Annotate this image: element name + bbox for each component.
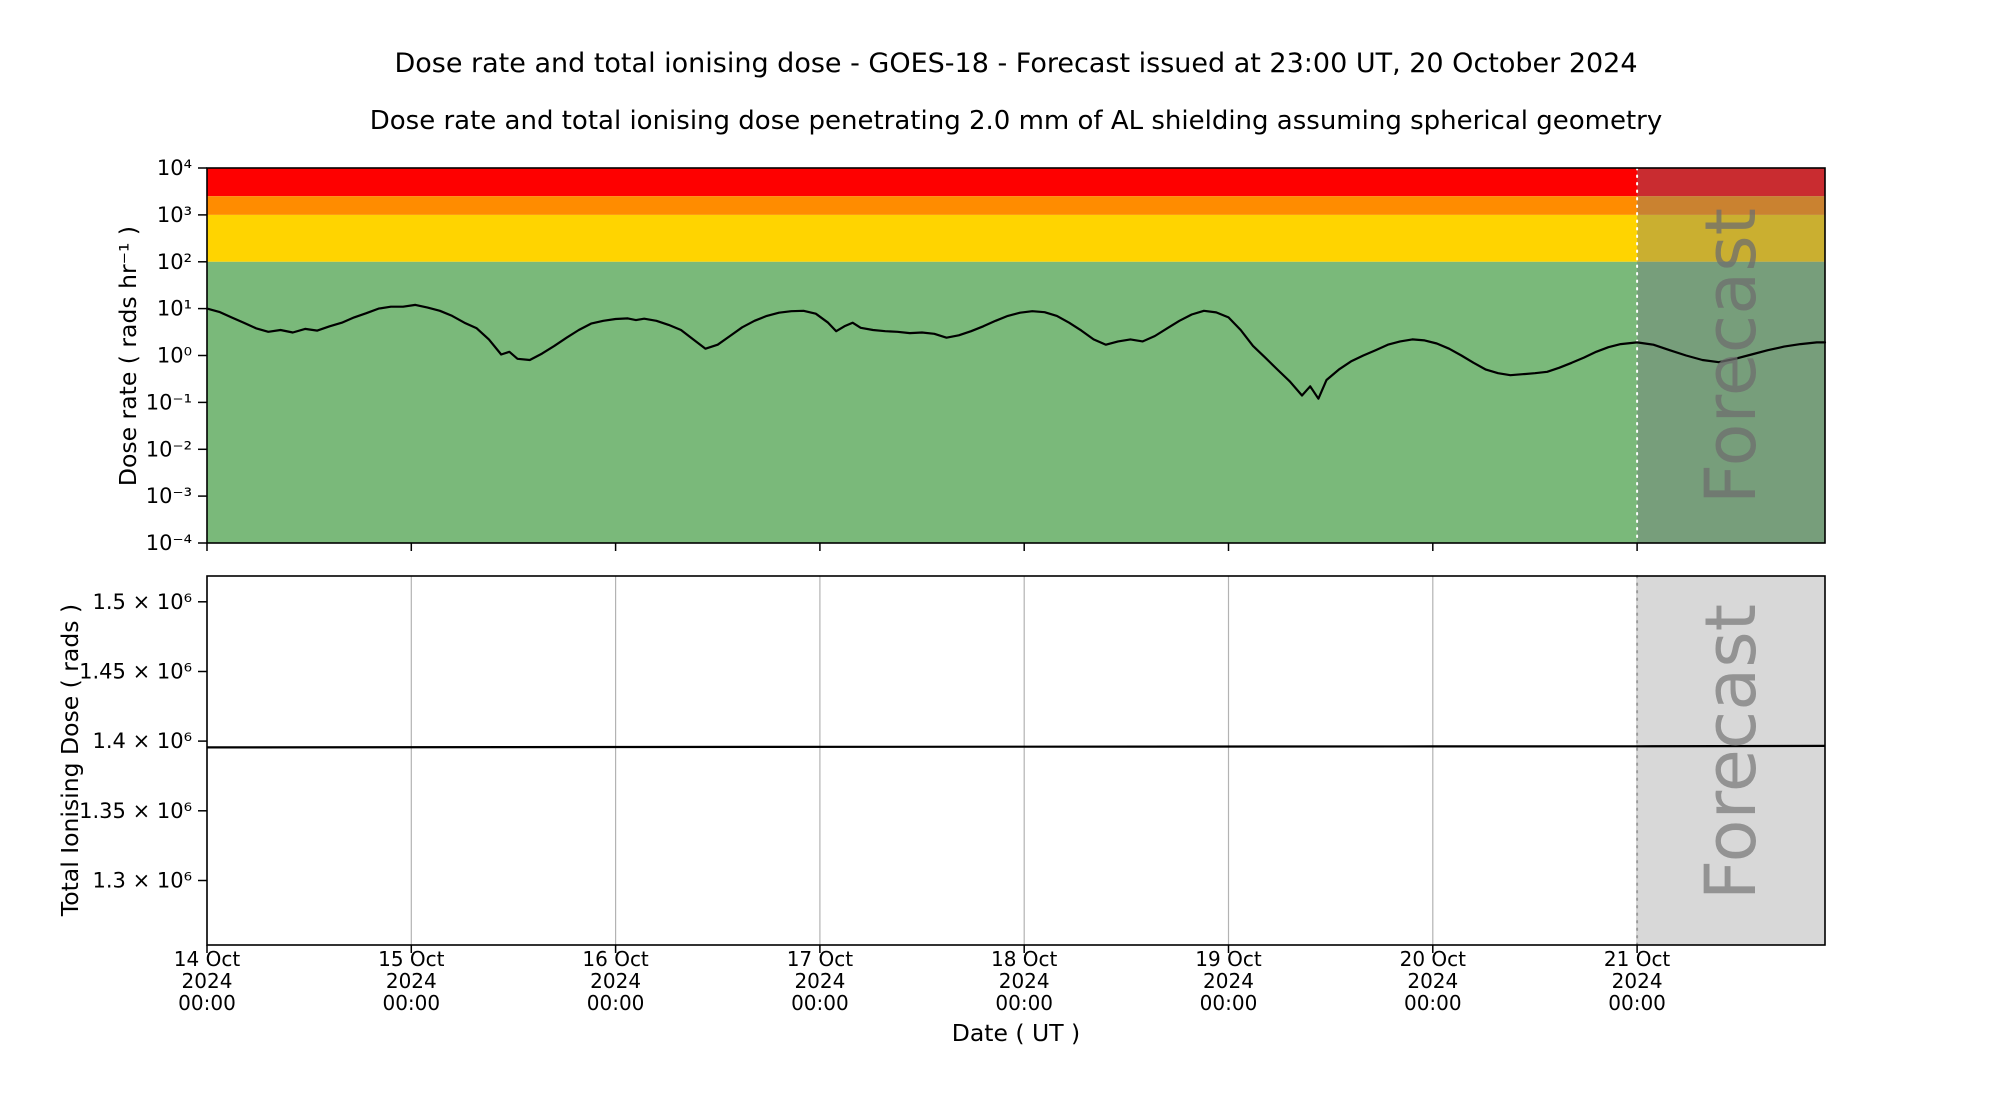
dose-band-orange [207, 196, 1825, 215]
y-tick-label: 1.45 × 10⁶ [79, 660, 192, 684]
x-tick-label: 2024 [386, 969, 437, 993]
x-tick-label: 18 Oct [991, 947, 1058, 971]
x-tick-label: 00:00 [1200, 991, 1258, 1015]
y-tick-label: 10⁻¹ [146, 390, 192, 414]
x-tick-label: 17 Oct [787, 947, 854, 971]
chart-subtitle: Dose rate and total ionising dose penetr… [369, 106, 1663, 136]
chart-title: Dose rate and total ionising dose - GOES… [394, 48, 1638, 79]
x-tick-label: 2024 [1612, 969, 1663, 993]
y-tick-label: 10⁻⁴ [146, 531, 192, 555]
x-tick-label: 19 Oct [1195, 947, 1262, 971]
y-tick-label: 10⁻³ [146, 484, 192, 508]
total-dose-panel: 1.5 × 10⁶ 1.45 × 10⁶ 1.4 × 10⁶ 1.35 × 10⁶ 1.… [79, 575, 1826, 1015]
y-tick-label: 10⁻² [146, 437, 192, 461]
x-tick-label: 00:00 [382, 991, 440, 1015]
y-tick-label: 1.5 × 10⁶ [93, 590, 192, 614]
x-tick-label: 2024 [1203, 969, 1254, 993]
dose-band-yellow [207, 214, 1825, 262]
y-tick-label: 1.3 × 10⁶ [93, 869, 192, 893]
total-dose-panel-border [206, 575, 1826, 946]
x-tick-label: 00:00 [178, 991, 236, 1015]
x-tick-label: 00:00 [995, 991, 1053, 1015]
x-tick-label: 00:00 [1608, 991, 1666, 1015]
y-tick-label: 1.35 × 10⁶ [79, 799, 192, 823]
dose-band-green [207, 261, 1825, 544]
y-tick-label: 1.4 × 10⁶ [93, 729, 192, 753]
x-tick-label: 00:00 [1404, 991, 1462, 1015]
dose-rate-line [205, 303, 1827, 400]
y-tick-label: 10⁴ [157, 156, 192, 180]
x-tick-label: 16 Oct [582, 947, 649, 971]
x-tick-label: 2024 [794, 969, 845, 993]
dose-rate-panel: 10⁴ 10³ 10² 10¹ 10⁰ 10⁻¹ 10⁻² 10⁻³ 10⁻⁴ [146, 156, 1827, 555]
forecast-watermark-top: Forecast [1690, 208, 1772, 504]
forecast-region-bottom [1637, 576, 1825, 945]
forecast-watermark-bottom: Forecast [1690, 604, 1772, 900]
x-tick-label: 21 Oct [1604, 947, 1671, 971]
x-tick-label: 2024 [590, 969, 641, 993]
x-tick-label: 2024 [999, 969, 1050, 993]
forecast-overlay-top [1637, 168, 1825, 543]
x-tick-label: 15 Oct [378, 947, 445, 971]
x-tick-label: 00:00 [791, 991, 849, 1015]
dose-band-red [207, 168, 1825, 197]
y-tick-label: 10⁰ [157, 344, 192, 368]
x-tick-label: 00:00 [587, 991, 645, 1015]
x-tick-label: 2024 [1407, 969, 1458, 993]
y-tick-label: 10¹ [157, 297, 192, 321]
total-dose-line [206, 744, 1826, 749]
x-tick-label: 20 Oct [1400, 947, 1467, 971]
y-tick-label: 10³ [157, 203, 192, 227]
x-tick-label: 14 Oct [174, 947, 241, 971]
x-axis-label: Date ( UT ) [951, 1019, 1081, 1047]
y-tick-label: 10² [157, 250, 192, 274]
x-tick-label: 2024 [182, 969, 233, 993]
